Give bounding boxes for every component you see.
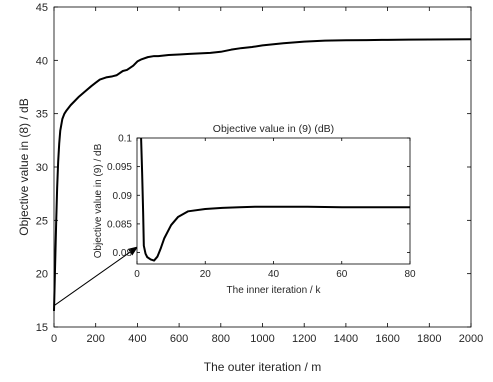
main-x-tick-label: 400 [128,333,146,345]
main-x-tick-label: 600 [170,333,188,345]
main-x-ticks: 0 200 400 600 800 1000 1200 1400 1600 1800 2000 [51,7,483,345]
main-y-tick-label: 40 [36,55,48,67]
main-y-tick-label: 20 [36,269,48,281]
inset-x-tick-label: 40 [268,269,280,280]
inset-y-tick-label: 0.1 [118,134,132,145]
inset-x-tick-label: 80 [404,269,416,280]
main-x-tick-label: 2000 [459,333,483,345]
inset-x-tick-label: 0 [134,269,140,280]
inset-y-tick-label: 0.08 [113,248,133,259]
main-x-tick-label: 200 [87,333,105,345]
main-series-line [53,38,472,312]
inset-y-axis-label: Objective value in (9) / dB [93,143,104,258]
inset-x-tick-label: 20 [200,269,212,280]
inset-y-tick-label: 0.095 [107,162,132,173]
annotation-arrow [53,246,139,307]
main-x-tick-label: 1600 [375,333,399,345]
main-y-tick-label: 15 [36,322,48,334]
inset-y-ticks: 0.08 0.085 0.09 0.095 0.1 [107,134,410,259]
inset-x-axis-label: The inner iteration / k [227,285,322,296]
main-y-tick-label: 35 [36,109,48,121]
inset-series-line [140,137,410,262]
main-x-axis-label: The outer iteration / m [204,360,321,374]
main-y-ticks: 15 20 25 30 35 40 45 [36,2,471,334]
main-x-tick-label: 1200 [292,333,316,345]
inset-chart: Objective value in (9) (dB) 0 20 40 60 80 0.… [93,123,416,296]
inset-x-ticks: 0 20 40 60 80 [134,138,416,280]
inset-title: Objective value in (9) (dB) [213,123,334,135]
main-x-tick-label: 1800 [417,333,441,345]
main-y-tick-label: 30 [36,162,48,174]
inset-plot-area [136,137,411,265]
main-y-tick-label: 25 [36,215,48,227]
main-y-tick-label: 45 [36,2,48,14]
inset-y-tick-label: 0.085 [107,219,132,230]
inset-x-tick-label: 60 [336,269,348,280]
main-y-axis-label: Objective value in (8) / dB [17,98,31,235]
main-x-tick-label: 0 [51,333,57,345]
main-x-tick-label: 1400 [334,333,358,345]
main-x-tick-label: 1000 [250,333,274,345]
inset-y-tick-label: 0.09 [113,191,133,202]
main-x-tick-label: 800 [212,333,230,345]
